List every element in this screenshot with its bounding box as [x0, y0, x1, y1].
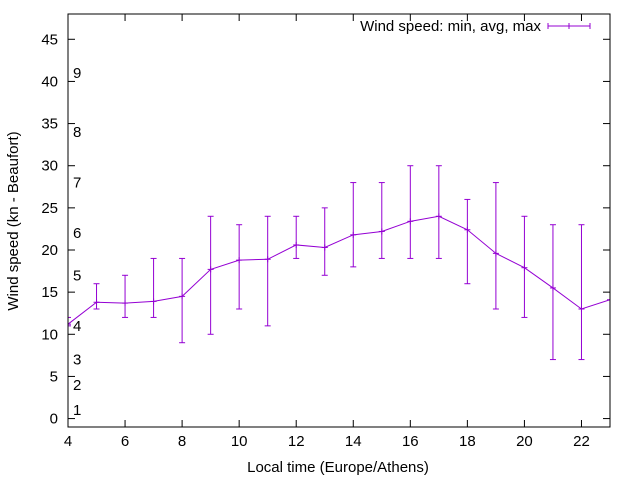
series-line [68, 215, 610, 325]
x-tick-label: 10 [231, 433, 248, 450]
y-axis-title: Wind speed (kn - Beaufort) [5, 131, 22, 310]
beaufort-label: 1 [73, 402, 81, 419]
beaufort-label: 5 [73, 267, 81, 284]
plot-frame [67, 13, 611, 428]
x-tick-label: 20 [516, 433, 533, 450]
y-tick-label: 20 [41, 242, 58, 259]
y-tick-label: 40 [41, 73, 58, 90]
y-tick-label: 10 [41, 326, 58, 343]
legend-sample [547, 23, 591, 29]
x-tick-label: 14 [345, 433, 362, 450]
x-tick-label: 8 [178, 433, 186, 450]
legend: Wind speed: min, avg, max [360, 18, 591, 35]
beaufort-label: 6 [73, 225, 81, 242]
x-tick-label: 18 [459, 433, 476, 450]
x-tick-label: 16 [402, 433, 419, 450]
y-tick-label: 5 [50, 368, 58, 385]
beaufort-label: 4 [73, 318, 81, 335]
beaufort-label: 7 [73, 175, 81, 192]
x-axis-title: Local time (Europe/Athens) [247, 459, 429, 476]
x-tick-label: 6 [121, 433, 129, 450]
y-tick-label: 30 [41, 158, 58, 175]
y-tick-label: 35 [41, 116, 58, 133]
x-tick-label: 22 [573, 433, 590, 450]
beaufort-label: 2 [73, 377, 81, 394]
beaufort-label: 9 [73, 65, 81, 82]
y-tick-label: 0 [50, 411, 58, 428]
x-tick-label: 4 [64, 433, 72, 450]
beaufort-label: 3 [73, 352, 81, 369]
y-tick-label: 15 [41, 284, 58, 301]
series-group [68, 165, 610, 361]
legend-label: Wind speed: min, avg, max [360, 18, 541, 35]
beaufort-label: 8 [73, 124, 81, 141]
beaufort-labels: 1 2 3 4 5 6 7 8 9 [73, 65, 81, 419]
y-tick-label: 25 [41, 200, 58, 217]
y-tick-label: 45 [41, 31, 58, 48]
x-tick-label: 12 [288, 433, 305, 450]
plot-marks [68, 165, 610, 361]
